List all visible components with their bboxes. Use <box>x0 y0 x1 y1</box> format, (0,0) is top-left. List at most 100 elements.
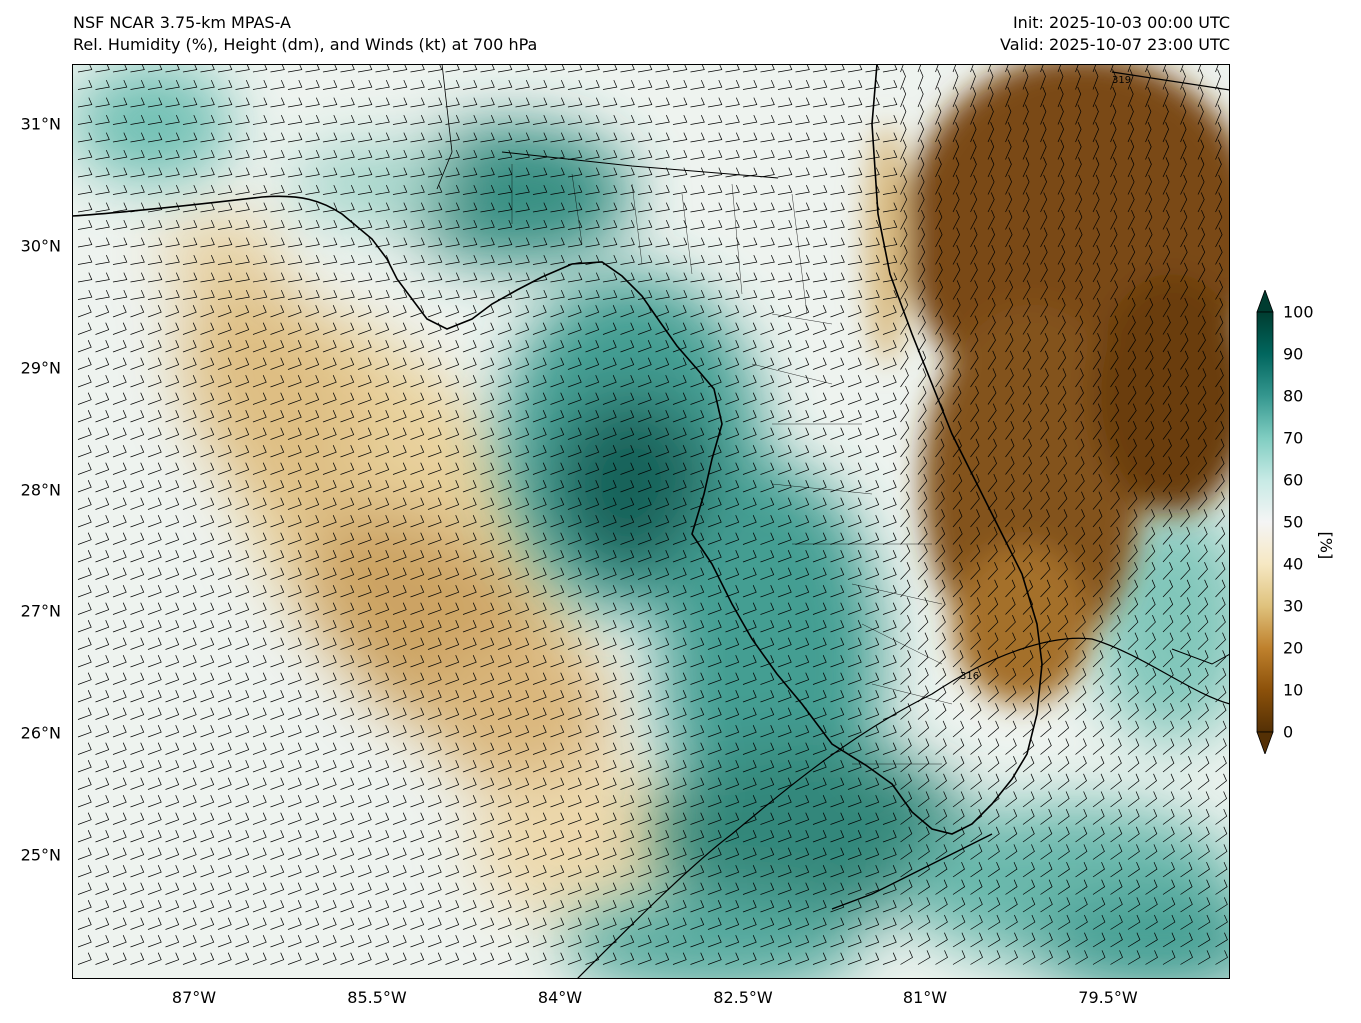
wind-barb <box>1110 861 1123 878</box>
wind-barb <box>882 602 897 615</box>
wind-barb <box>847 497 862 510</box>
wind-barb <box>1197 227 1205 248</box>
field-title: Rel. Humidity (%), Height (dm), and Wind… <box>73 35 538 54</box>
wind-barb <box>847 690 862 703</box>
wind-barb <box>95 795 110 808</box>
wind-barb <box>217 340 232 353</box>
wind-barb <box>690 620 705 633</box>
wind-barb <box>935 421 945 440</box>
wind-barb <box>882 567 897 580</box>
wind-barb <box>1110 174 1117 195</box>
wind-barb <box>1022 756 1035 773</box>
wind-barb <box>917 544 928 563</box>
wind-barb <box>322 515 337 528</box>
wind-barb <box>130 132 145 143</box>
wind-barb <box>357 637 372 650</box>
wind-barb <box>707 480 722 493</box>
wind-barb <box>357 952 372 965</box>
wind-barb <box>77 585 92 598</box>
wind-barb <box>637 777 652 790</box>
wind-barb <box>1075 104 1082 125</box>
wind-barb <box>112 882 127 895</box>
wind-barb <box>410 655 425 668</box>
wind-barb <box>165 690 180 703</box>
wind-barb <box>235 254 250 265</box>
wind-barb <box>672 847 687 860</box>
bahamas <box>1171 648 1230 665</box>
wind-barb <box>1005 597 1016 615</box>
wind-barb <box>410 132 425 143</box>
wind-barb <box>217 219 233 230</box>
wind-barb <box>410 322 425 335</box>
wind-barb <box>1092 879 1106 895</box>
wind-barb <box>305 184 320 195</box>
wind-barb <box>322 184 338 195</box>
wind-barb <box>497 725 512 738</box>
wind-barb <box>987 69 994 90</box>
wind-barb <box>707 340 722 353</box>
wind-barb <box>1145 756 1157 773</box>
wind-barb <box>77 254 93 265</box>
wind-barb <box>1040 227 1048 248</box>
wind-barb <box>165 742 180 755</box>
wind-barb <box>1127 950 1141 965</box>
wind-barb <box>742 847 757 860</box>
wind-barb <box>812 375 827 388</box>
wind-barb <box>970 280 978 300</box>
wind-barb <box>252 254 268 265</box>
wind-barb <box>725 272 740 283</box>
wind-barb <box>830 114 845 125</box>
wind-barb <box>655 900 670 913</box>
wind-barb <box>987 209 995 230</box>
wind-barb <box>375 392 390 405</box>
wind-barb <box>1127 667 1139 685</box>
colorbar-tick: 80 <box>1283 386 1304 406</box>
wind-barb <box>147 462 162 475</box>
wind-barb <box>725 777 740 790</box>
wind-barb <box>532 550 547 563</box>
wind-barb <box>952 122 959 143</box>
wind-barb <box>1057 738 1070 755</box>
wind-barb <box>777 167 793 178</box>
wind-barb <box>515 219 530 230</box>
wind-barb <box>322 149 338 160</box>
wind-barb <box>410 830 425 843</box>
wind-barb <box>882 392 897 405</box>
wind-barb <box>847 777 862 790</box>
wind-barb <box>620 149 635 160</box>
wind-barb <box>707 184 723 195</box>
wind-barb <box>987 544 998 563</box>
wind-barb <box>165 532 180 545</box>
wind-barb <box>1180 932 1193 948</box>
wind-barb <box>865 445 880 458</box>
wind-barb <box>847 725 862 738</box>
wind-barb <box>830 935 845 948</box>
wind-barb <box>95 742 110 755</box>
wind-barb <box>112 427 127 440</box>
wind-barb <box>217 900 232 913</box>
wind-barb <box>532 882 547 895</box>
wind-barb <box>270 272 285 283</box>
wind-barb <box>130 237 145 248</box>
wind-barb <box>742 114 758 125</box>
wind-barb <box>497 462 512 475</box>
wind-barb <box>760 917 775 930</box>
wind-barb <box>217 445 232 458</box>
wind-barb <box>217 602 232 615</box>
wind-barb <box>585 219 600 230</box>
wind-barb <box>147 132 163 143</box>
wind-barb <box>707 550 722 563</box>
wind-barb <box>305 237 320 248</box>
wind-barb <box>637 515 652 528</box>
wind-barb <box>462 882 477 895</box>
wind-barb <box>340 272 355 283</box>
wind-barb <box>235 585 250 598</box>
wind-barb <box>655 149 670 160</box>
wind-barb <box>760 847 775 860</box>
wind-barb <box>165 462 180 475</box>
wind-barb <box>935 315 944 335</box>
wind-barb <box>1075 174 1082 195</box>
wind-barb <box>235 375 250 388</box>
wind-barb <box>462 305 477 318</box>
wind-barb <box>882 900 897 913</box>
